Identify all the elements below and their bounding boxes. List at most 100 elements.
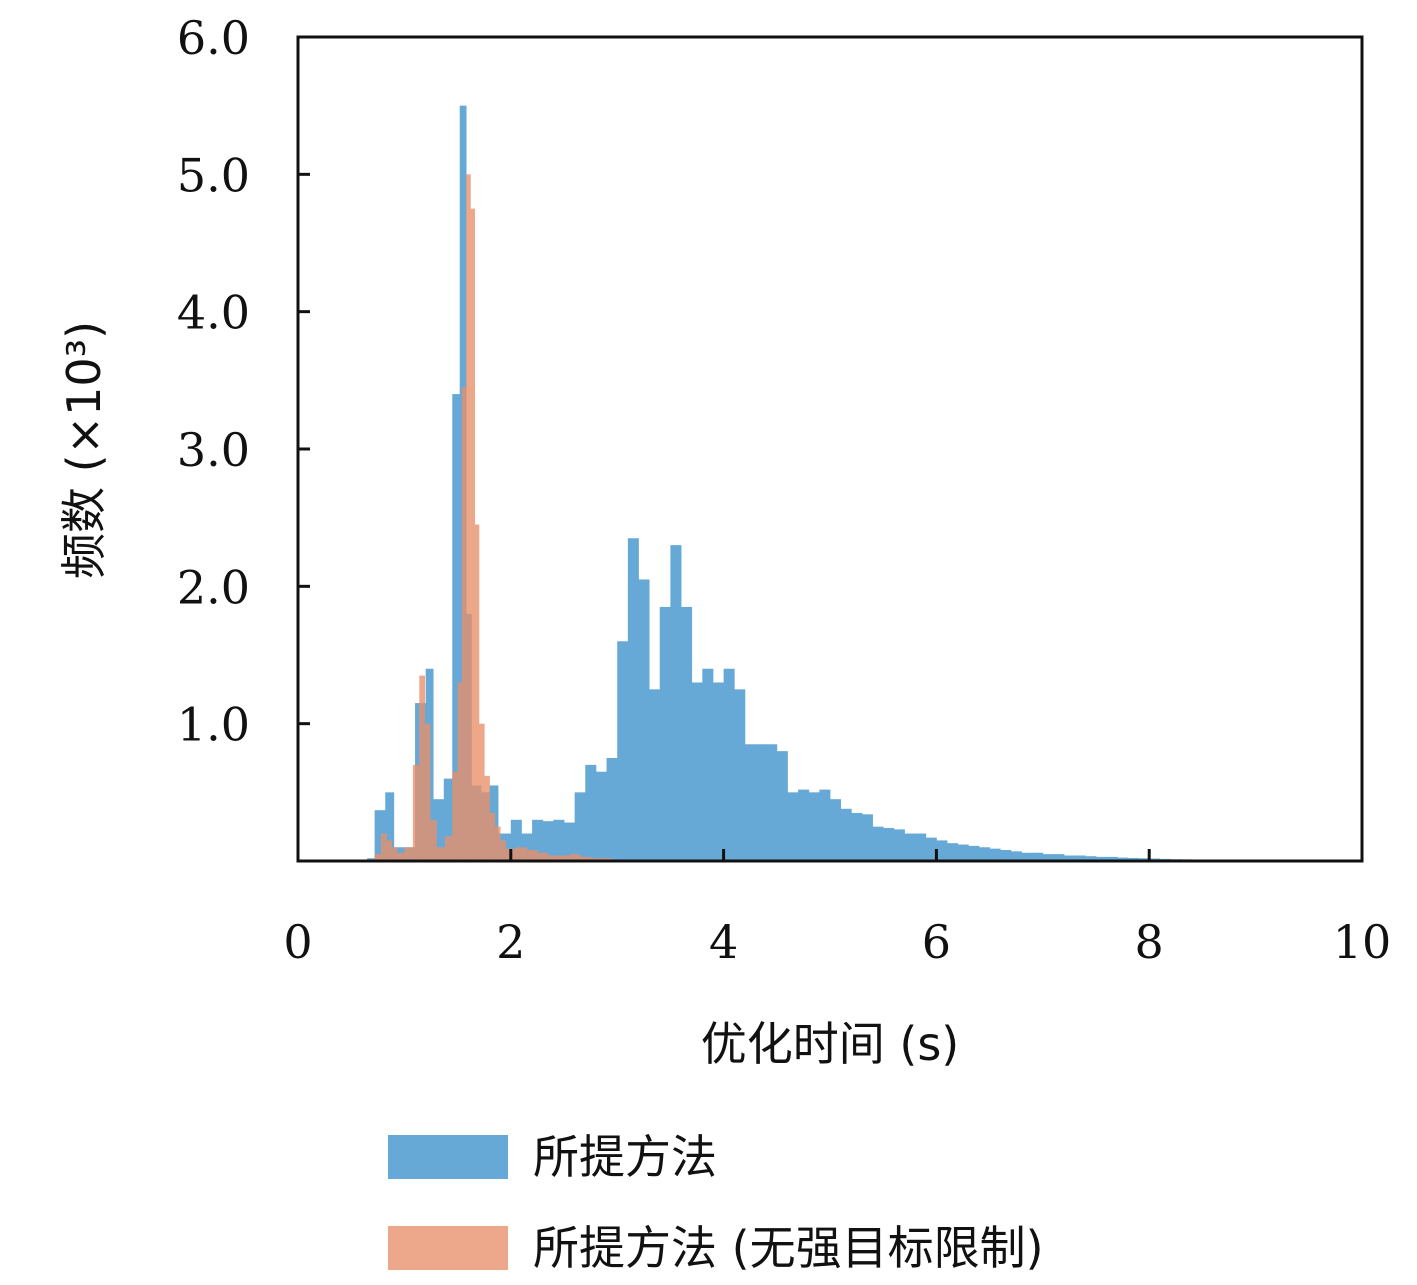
y-tick-label: 3.0 — [177, 423, 250, 477]
histogram-bar — [776, 751, 788, 861]
histogram-bar — [494, 826, 501, 861]
ticks-layer: 0 2 4 6 8 10 1.0 2.0 3.0 4.0 5.0 6.0 — [177, 11, 1391, 969]
y-tick-label: 1.0 — [177, 698, 250, 752]
histogram-bar — [516, 847, 528, 861]
y-axis-title: 频数 (×10³) — [57, 321, 111, 579]
histogram-bar — [872, 826, 884, 861]
histogram-bar — [510, 819, 522, 861]
histogram-bar — [1096, 856, 1108, 861]
histogram-bar — [532, 819, 544, 861]
histogram-bar — [452, 394, 461, 861]
histogram-bar — [681, 606, 693, 861]
histogram-bar — [500, 840, 506, 861]
legend-swatch-no-strong-target — [388, 1226, 508, 1270]
histogram-bar — [484, 775, 490, 861]
bars-layer — [356, 105, 1363, 862]
histogram-bar — [585, 764, 597, 861]
histogram-bar — [537, 852, 549, 861]
histogram-bar — [936, 840, 948, 861]
histogram-bar — [744, 744, 756, 861]
histogram-bar — [461, 387, 467, 861]
histogram-bar — [412, 764, 420, 861]
histogram-bar — [595, 771, 607, 861]
histogram-bar — [443, 778, 453, 861]
histogram-bar — [840, 808, 852, 861]
y-tick-label: 2.0 — [177, 560, 250, 614]
histogram-bar — [968, 845, 980, 861]
histogram-bar — [734, 689, 746, 861]
histogram-bar — [1106, 856, 1118, 861]
histogram-bar — [380, 833, 387, 861]
histogram-bar — [830, 799, 842, 861]
histogram-bar — [957, 844, 969, 861]
histogram-bar — [474, 524, 480, 861]
histogram-bar — [947, 843, 959, 861]
histogram-bar — [989, 848, 1001, 861]
histogram-bar — [1064, 855, 1076, 861]
histogram-bar — [1032, 852, 1044, 861]
histogram-bar — [606, 758, 618, 861]
histogram-bar — [470, 208, 476, 862]
histogram-bar — [564, 822, 576, 861]
histogram-bar — [723, 668, 735, 861]
histogram-bar — [627, 538, 639, 861]
histogram-bar — [638, 579, 650, 861]
legend-label-proposed: 所提方法 — [533, 1130, 717, 1184]
histogram-bar — [915, 833, 927, 861]
histogram-bar — [1074, 855, 1086, 861]
histogram-bar — [424, 723, 431, 861]
histogram-bar — [457, 682, 463, 861]
histogram-bar — [787, 792, 799, 861]
histogram-bar — [798, 789, 810, 861]
legend-swatch-proposed — [388, 1135, 508, 1179]
histogram-bar — [419, 675, 426, 861]
histogram-bar — [579, 856, 591, 861]
histogram-bar — [553, 819, 565, 861]
x-tick-label: 2 — [496, 915, 525, 969]
x-tick-label: 10 — [1333, 915, 1392, 969]
histogram-bar — [1085, 856, 1097, 861]
x-axis-title: 优化时间 (s) — [701, 1017, 959, 1071]
x-tick-label: 6 — [922, 915, 951, 969]
histogram-bar — [574, 792, 586, 861]
histogram-bar — [521, 833, 533, 861]
histogram-bar — [489, 812, 496, 861]
histogram-bar — [374, 854, 382, 861]
histogram-bar — [893, 829, 905, 861]
histogram-bar — [925, 837, 937, 861]
histogram-bar — [466, 174, 471, 861]
legend: 所提方法 所提方法 (无强目标限制) — [388, 1130, 1044, 1275]
histogram-bar — [385, 792, 395, 861]
histogram-bar — [883, 828, 895, 861]
histogram-bar — [712, 682, 724, 861]
y-tick-label: 6.0 — [177, 11, 250, 65]
histogram-bar — [702, 668, 714, 861]
series-0-bars — [356, 105, 1363, 862]
histogram-bar — [755, 744, 767, 861]
histogram-bar — [808, 792, 820, 861]
histogram-bar — [433, 799, 445, 861]
histogram-bar — [542, 821, 554, 861]
histogram-bar — [452, 771, 458, 861]
histogram-bar — [670, 545, 682, 861]
histogram-bar — [819, 789, 831, 861]
histogram-bar — [1010, 851, 1022, 861]
histogram-bar — [1021, 852, 1033, 861]
y-tick-label: 4.0 — [177, 286, 250, 340]
x-tick-label: 0 — [283, 915, 312, 969]
histogram-bar — [444, 836, 453, 861]
histogram-bar — [978, 847, 990, 861]
x-tick-label: 8 — [1135, 915, 1164, 969]
x-tick-label: 4 — [709, 915, 738, 969]
histogram-bar — [391, 847, 398, 861]
histogram-bar — [649, 689, 661, 861]
histogram-bar — [569, 854, 581, 861]
histogram-bar — [429, 819, 437, 861]
histogram-bar — [1117, 857, 1129, 861]
histogram-bar — [404, 847, 414, 861]
histogram-bar — [851, 812, 863, 861]
histogram-bar — [526, 850, 538, 861]
histogram-bar — [478, 723, 485, 861]
